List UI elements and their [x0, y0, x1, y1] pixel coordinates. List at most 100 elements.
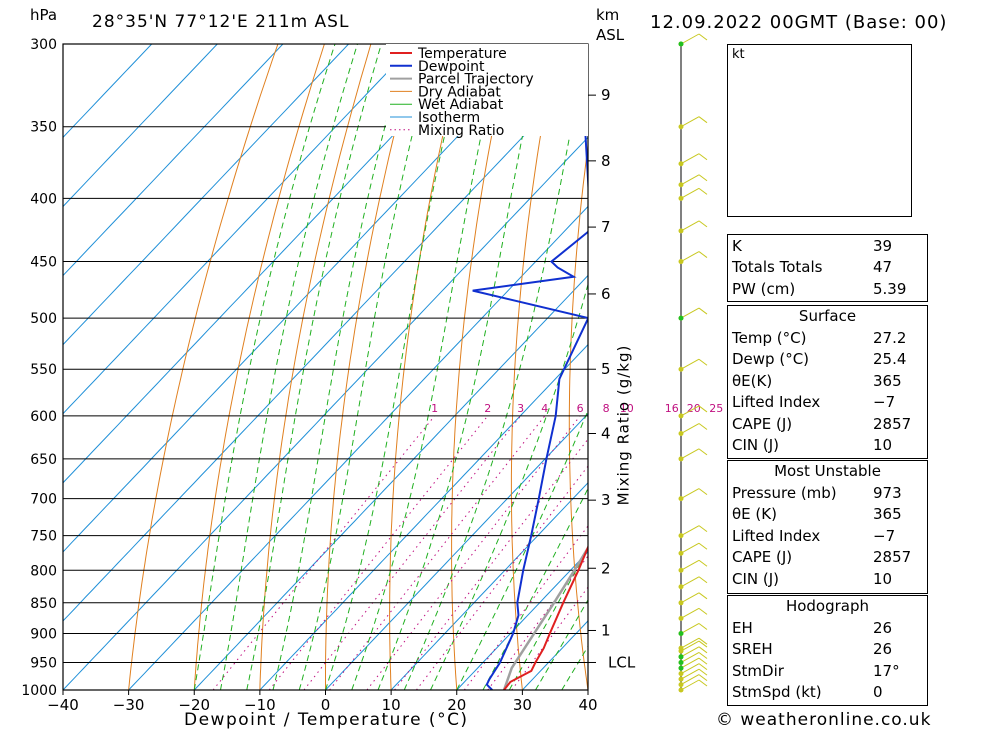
wind-level-marker: [678, 654, 684, 660]
wind-barb: [680, 116, 700, 128]
row-value: 27.2: [873, 328, 907, 347]
parcel-trajectory-line: [502, 545, 588, 690]
table-row: θE (K) 365: [728, 504, 927, 526]
wet-adiabat-line: [246, 44, 382, 690]
wind-barb-dot: [678, 676, 684, 682]
row-label: SREH: [732, 640, 773, 659]
temperature-tick-label: 30: [513, 696, 532, 714]
table-row: EH 26: [728, 617, 927, 639]
row-value: 973: [873, 483, 902, 502]
wet-adiabat-line: [403, 44, 588, 690]
dry-adiabat-line: [929, 7, 1000, 690]
row-value: 25.4: [873, 350, 907, 369]
isotherm-line: [193, 274, 588, 690]
isotherm-line: [63, 44, 415, 415]
height-unit-asl: ASL: [596, 26, 625, 44]
height-tick-label: 4: [601, 425, 611, 443]
temperature-tick-label: −30: [113, 696, 145, 714]
pressure-tick-label: 800: [30, 563, 57, 579]
wind-barb-dot: [678, 496, 684, 502]
wind-barb-flag: [698, 663, 708, 671]
wind-barb: [680, 674, 700, 686]
pressure-tick-label: 900: [30, 626, 57, 642]
legend-label: Wet Adiabat: [418, 97, 504, 113]
mixing-ratio-label: 1: [431, 402, 438, 415]
wind-barb: [680, 488, 700, 500]
pressure-unit-label: hPa: [30, 6, 58, 24]
mixing-ratio-label: 6: [577, 402, 584, 415]
temperature-tick-label: 40: [578, 696, 597, 714]
dry-adiabat-line: [975, 7, 1000, 690]
wind-barb-dot: [678, 366, 684, 372]
temperature-tick-label: 20: [447, 696, 466, 714]
legend-background: [386, 44, 588, 136]
table-row: K 39: [728, 235, 927, 257]
wind-barb: [680, 153, 700, 165]
wind-barb: [680, 220, 700, 232]
wind-barb-flag: [698, 307, 708, 315]
wind-barb-flag: [698, 674, 708, 682]
indices-panel: K 39 Totals Totals 47 PW (cm) 5.39: [727, 234, 928, 302]
row-label: θE(K): [732, 371, 773, 390]
hodograph-stats-title: Hodograph: [785, 597, 870, 615]
row-label: EH: [732, 618, 753, 637]
wind-barb: [680, 251, 700, 262]
mixing-ratio-label: 8: [603, 402, 610, 415]
row-value: 365: [873, 371, 902, 390]
row-label: Lifted Index: [732, 393, 821, 412]
table-row: Dewp (°C) 25.4: [728, 349, 927, 371]
wind-barb: [680, 559, 700, 571]
wind-barb: [680, 174, 700, 186]
table-row: StmDir 17°: [728, 660, 927, 682]
row-value: 47: [873, 258, 893, 277]
temperature-tick-label: 10: [382, 696, 401, 714]
wind-level-marker: [678, 630, 684, 636]
table-row: CAPE (J) 2857: [728, 547, 927, 569]
indices-table: K 39 Totals Totals 47 PW (cm) 5.39: [728, 235, 927, 300]
wind-barb-dot: [678, 161, 684, 167]
pressure-tick-label: 350: [30, 120, 57, 136]
table-row: θE(K) 365: [728, 370, 927, 392]
row-label: StmSpd (kt): [732, 683, 822, 702]
row-label: Totals Totals: [732, 258, 823, 277]
wind-barb: [680, 448, 700, 460]
wet-adiabat-line: [456, 409, 588, 690]
table-row: Totals Totals 47: [728, 257, 927, 279]
height-tick-label: 1: [601, 621, 611, 639]
dewpoint-line: [472, 44, 588, 690]
wind-barb-dot: [678, 615, 684, 621]
wind-barb-flag: [698, 657, 708, 665]
wind-barb: [680, 33, 700, 45]
table-row: CAPE (J) 2857: [728, 413, 927, 435]
site-credit[interactable]: © weatheronline.co.uk: [716, 710, 932, 730]
wind-barb-dot: [678, 228, 684, 234]
wind-barb-flag: [698, 607, 708, 615]
pressure-tick-label: 750: [30, 529, 57, 545]
wind-barb-flag: [698, 153, 708, 161]
legend-label: Dewpoint: [418, 59, 485, 75]
pressure-tick-label: 700: [30, 492, 57, 508]
wind-barb-dot: [678, 550, 684, 556]
temperature-tick-label: −10: [244, 696, 276, 714]
height-tick-label: LCL: [608, 653, 636, 671]
wind-barb: [680, 637, 700, 649]
wind-barb-dot: [678, 456, 684, 462]
row-value: 2857: [873, 414, 912, 433]
wind-barb: [680, 657, 700, 669]
table-row: StmSpd (kt) 0: [728, 682, 927, 704]
wind-level-marker: [678, 315, 684, 321]
table-row: CIN (J) 10: [728, 435, 927, 457]
plot-area: [63, 7, 1000, 690]
row-value: 26: [873, 618, 893, 637]
row-value: 2857: [873, 548, 912, 567]
wind-barb: [680, 187, 700, 199]
legend-label: Dry Adiabat: [418, 84, 501, 100]
pressure-tick-label: 300: [30, 37, 57, 53]
isotherm-line: [390, 482, 588, 690]
wind-level-marker: [678, 659, 684, 665]
wind-barb-dot: [678, 182, 684, 188]
pressure-tick-label: 400: [30, 191, 57, 207]
wind-barb-dot: [678, 533, 684, 539]
table-row: Lifted Index −7: [728, 525, 927, 547]
